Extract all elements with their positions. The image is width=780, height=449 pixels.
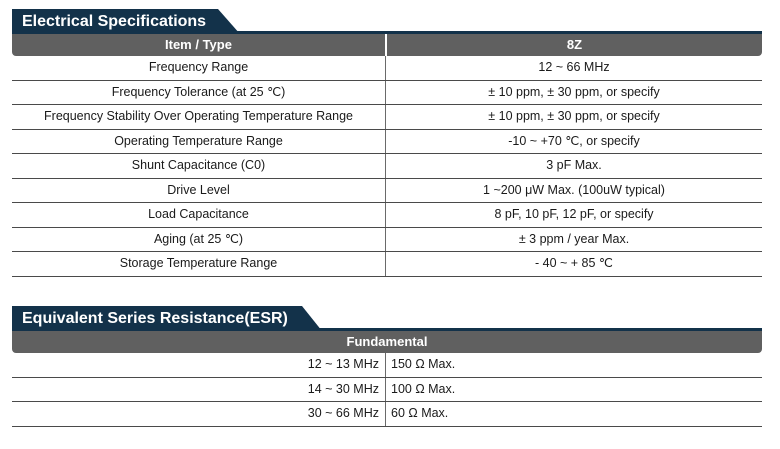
- section-title: Electrical Specifications: [12, 9, 240, 34]
- esr-value: 100 Ω Max.: [391, 381, 456, 396]
- section-title-bar: Electrical Specifications: [12, 9, 762, 34]
- esr-value: 150 Ω Max.: [391, 357, 456, 371]
- spec-item: Load Capacitance: [12, 203, 386, 227]
- spec-table-body: Frequency Range 12 ~ 66 MHz Frequency To…: [12, 56, 762, 277]
- table-row: Operating Temperature Range -10 ~ +70 ℃,…: [12, 129, 762, 154]
- header-fundamental: Fundamental: [12, 331, 762, 353]
- spec-value: 1 ~200 μW Max. (100uW typical): [483, 182, 665, 197]
- spec-item: Frequency Tolerance (at 25 ℃): [12, 80, 386, 104]
- table-header-row: Item / Type 8Z: [12, 34, 762, 56]
- spec-item: Aging (at 25 ℃): [12, 227, 386, 251]
- spec-item: Drive Level: [12, 178, 386, 202]
- electrical-specifications-section: Electrical Specifications Item / Type 8Z…: [12, 9, 762, 277]
- table-row: Storage Temperature Range - 40 ~ + 85 ℃: [12, 252, 762, 277]
- title-underline: [12, 31, 762, 34]
- esr-frequency: 12 ~ 13 MHz: [12, 353, 386, 377]
- table-row: 14 ~ 30 MHz 100 Ω Max.: [12, 377, 762, 402]
- table-row: Load Capacitance 8 pF, 10 pF, 12 pF, or …: [12, 203, 762, 228]
- table-row: Drive Level 1 ~200 μW Max. (100uW typica…: [12, 178, 762, 203]
- section-title-bar: Equivalent Series Resistance(ESR): [12, 306, 762, 331]
- spec-item: Operating Temperature Range: [12, 129, 386, 153]
- header-type-8z: 8Z: [387, 34, 762, 56]
- spec-value: -10 ~ +70 ℃, or specify: [508, 133, 640, 148]
- table-row: Frequency Stability Over Operating Tempe…: [12, 105, 762, 130]
- spec-value: - 40 ~ + 85 ℃: [535, 256, 613, 270]
- table-row: Aging (at 25 ℃) ± 3 ppm / year Max.: [12, 227, 762, 252]
- esr-value: 60 Ω Max.: [391, 406, 449, 420]
- table-row: Frequency Range 12 ~ 66 MHz: [12, 56, 762, 81]
- spec-item: Storage Temperature Range: [12, 252, 386, 276]
- spec-value: 12 ~ 66 MHz: [538, 60, 610, 74]
- esr-section: Equivalent Series Resistance(ESR) Fundam…: [12, 306, 762, 427]
- spec-item: Frequency Stability Over Operating Tempe…: [12, 105, 386, 129]
- title-underline: [12, 328, 762, 331]
- table-header-row: Fundamental: [12, 331, 762, 353]
- table-row: 30 ~ 66 MHz 60 Ω Max.: [12, 402, 762, 427]
- table-row: Frequency Tolerance (at 25 ℃) ± 10 ppm, …: [12, 80, 762, 105]
- esr-frequency: 14 ~ 30 MHz: [12, 377, 386, 401]
- esr-table-body: 12 ~ 13 MHz 150 Ω Max. 14 ~ 30 MHz 100 Ω…: [12, 353, 762, 427]
- section-title: Equivalent Series Resistance(ESR): [12, 306, 322, 331]
- table-row: Shunt Capacitance (C0) 3 pF Max.: [12, 154, 762, 179]
- spec-value: ± 3 ppm / year Max.: [518, 231, 630, 246]
- spec-value: ± 10 ppm, ± 30 ppm, or specify: [488, 84, 660, 99]
- spec-value: 8 pF, 10 pF, 12 pF, or specify: [494, 207, 654, 221]
- esr-frequency: 30 ~ 66 MHz: [12, 402, 386, 426]
- spec-item: Frequency Range: [12, 56, 386, 80]
- spec-item: Shunt Capacitance (C0): [12, 154, 386, 178]
- spec-value: 3 pF Max.: [546, 158, 602, 172]
- table-row: 12 ~ 13 MHz 150 Ω Max.: [12, 353, 762, 378]
- spec-value: ± 10 ppm, ± 30 ppm, or specify: [488, 109, 660, 123]
- header-item-type: Item / Type: [12, 34, 385, 56]
